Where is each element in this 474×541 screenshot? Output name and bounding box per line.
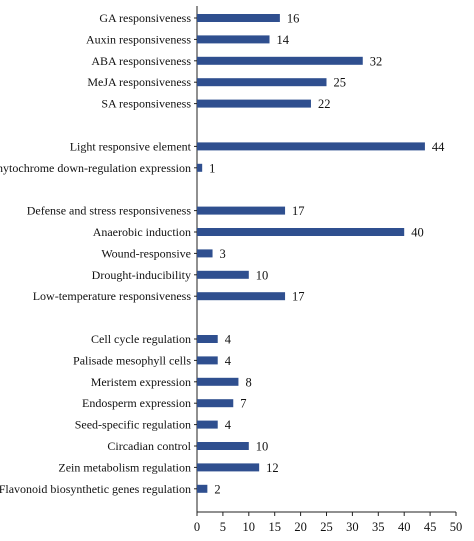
category-label: Auxin responsiveness xyxy=(86,32,191,46)
category-label: SA responsiveness xyxy=(101,97,191,111)
x-tick-label: 0 xyxy=(194,520,200,534)
bar xyxy=(197,377,239,386)
x-tick-label: 5 xyxy=(220,520,226,534)
x-tick-label: 15 xyxy=(268,520,281,534)
category-label: Light responsive element xyxy=(70,139,192,153)
bar xyxy=(197,399,234,408)
category-label: Wound-responsive xyxy=(101,246,191,260)
value-label: 44 xyxy=(432,140,445,154)
value-label: 32 xyxy=(370,54,383,68)
value-label: 2 xyxy=(214,482,220,496)
value-label: 8 xyxy=(245,375,251,389)
bar xyxy=(197,484,208,493)
chart-axes: 0 5 10 15 20 25 30 35 40 45 50 xyxy=(194,6,462,534)
x-tick-label: 35 xyxy=(372,520,385,534)
chart-labels: GA responsiveness 16 Auxin responsiveness 1… xyxy=(0,11,445,496)
category-label: Palisade mesophyll cells xyxy=(73,353,191,367)
bar xyxy=(197,56,363,65)
value-label: 4 xyxy=(225,418,232,432)
value-label: 10 xyxy=(256,268,268,282)
x-tick-label: 45 xyxy=(424,520,437,534)
bar xyxy=(197,163,203,172)
bar xyxy=(197,206,286,215)
x-tick-label: 20 xyxy=(294,520,307,534)
value-label: 10 xyxy=(256,440,268,454)
category-label: Anaerobic induction xyxy=(93,225,191,239)
category-label: ABA responsiveness xyxy=(91,54,191,68)
value-label: 1 xyxy=(209,161,215,175)
category-label: Meristem expression xyxy=(91,375,191,389)
x-tick-label: 10 xyxy=(243,520,256,534)
bar xyxy=(197,78,327,87)
x-tick-label: 40 xyxy=(398,520,411,534)
value-label: 17 xyxy=(292,204,305,218)
value-label: 16 xyxy=(287,12,300,26)
category-label: Low-temperature responsiveness xyxy=(33,289,192,303)
chart-bars xyxy=(197,14,425,493)
category-label: MeJA responsiveness xyxy=(87,75,191,89)
bar xyxy=(197,35,270,44)
category-label: GA responsiveness xyxy=(99,11,191,25)
value-label: 4 xyxy=(225,354,232,368)
bar xyxy=(197,249,213,258)
bar xyxy=(197,292,286,301)
value-label: 17 xyxy=(292,290,305,304)
x-tick-label: 25 xyxy=(320,520,333,534)
bar xyxy=(197,14,280,22)
value-label: 22 xyxy=(318,97,331,111)
value-label: 4 xyxy=(225,333,232,347)
value-label: 3 xyxy=(220,247,226,261)
x-tick-label: 50 xyxy=(450,520,463,534)
value-label: 25 xyxy=(334,76,347,90)
value-label: 40 xyxy=(411,226,424,240)
value-label: 14 xyxy=(277,33,290,47)
bar xyxy=(197,463,260,472)
bar xyxy=(197,142,425,151)
category-label: Drought-inducibility xyxy=(92,268,191,282)
category-label: Endosperm expression xyxy=(82,396,191,410)
category-label: Phytochrome down-regulation expression xyxy=(0,161,191,175)
category-label: Defense and stress responsiveness xyxy=(27,204,192,218)
category-label: Flavonoid biosynthetic genes regulation xyxy=(0,482,191,496)
value-label: 12 xyxy=(266,461,279,475)
bar xyxy=(197,420,218,429)
bar xyxy=(197,356,218,365)
bar xyxy=(197,99,311,108)
bar xyxy=(197,270,249,279)
x-tick-label: 30 xyxy=(346,520,359,534)
category-label: Cell cycle regulation xyxy=(91,332,191,346)
bar xyxy=(197,335,218,343)
category-label: Circadian control xyxy=(107,439,191,453)
category-label: Zein metabolism regulation xyxy=(58,460,191,474)
value-label: 7 xyxy=(240,397,246,411)
category-label: Seed-specific regulation xyxy=(75,418,191,432)
bar xyxy=(197,442,249,450)
bar xyxy=(197,228,405,236)
